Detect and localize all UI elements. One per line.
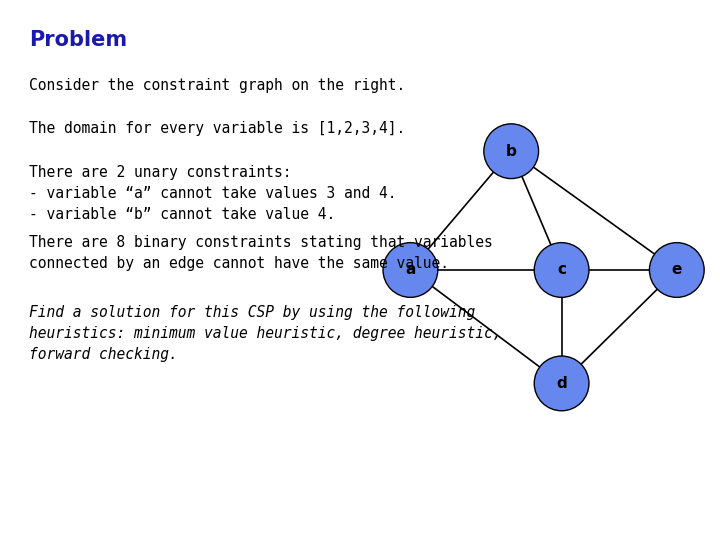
Ellipse shape [534,242,589,298]
Text: c: c [557,262,566,278]
Text: There are 8 binary constraints stating that variables
connected by an edge canno: There are 8 binary constraints stating t… [29,235,492,271]
Text: b: b [505,144,517,159]
Text: d: d [557,376,567,391]
Text: There are 2 unary constraints:
- variable “a” cannot take values 3 and 4.
- vari: There are 2 unary constraints: - variabl… [29,165,396,222]
Text: e: e [672,262,682,278]
Text: The domain for every variable is [1,2,3,4].: The domain for every variable is [1,2,3,… [29,122,405,137]
Ellipse shape [383,242,438,298]
Ellipse shape [649,242,704,298]
Ellipse shape [534,356,589,411]
Text: Find a solution for this CSP by using the following
heuristics: minimum value he: Find a solution for this CSP by using th… [29,305,501,362]
Text: Consider the constraint graph on the right.: Consider the constraint graph on the rig… [29,78,405,93]
Ellipse shape [484,124,539,179]
Text: a: a [405,262,415,278]
Text: Problem: Problem [29,30,127,50]
